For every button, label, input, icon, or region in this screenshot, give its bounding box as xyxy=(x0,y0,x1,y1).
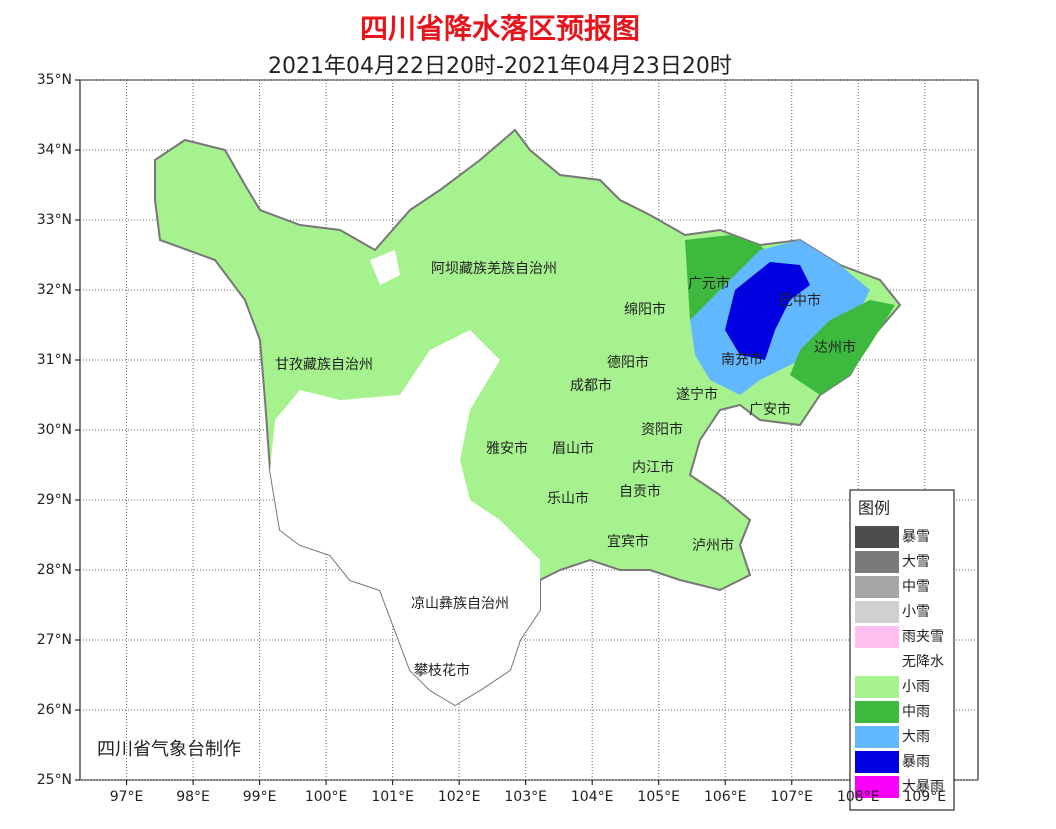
legend-swatch xyxy=(855,601,899,623)
lon-tick-label: 97°E xyxy=(110,789,144,805)
lon-tick-label: 107°E xyxy=(770,789,813,805)
lon-tick-label: 106°E xyxy=(704,789,747,805)
legend-swatch xyxy=(855,726,899,748)
legend-label: 暴雪 xyxy=(902,529,930,545)
lat-tick-label: 29°N xyxy=(37,492,72,508)
lon-tick-label: 98°E xyxy=(176,789,210,805)
legend-label: 小雨 xyxy=(902,679,930,695)
place-labels: 阿坝藏族羌族自治州 甘孜藏族自治州 广元市 巴中市 绵阳市 达州市 德阳市 南充… xyxy=(275,261,856,679)
place-label: 巴中市 xyxy=(779,292,821,309)
lat-tick-label: 30°N xyxy=(37,422,72,438)
legend-label: 中雪 xyxy=(902,579,930,595)
credit: 四川省气象台制作 xyxy=(97,739,241,760)
lat-tick-label: 33°N xyxy=(37,212,72,228)
legend-label: 大暴雨 xyxy=(902,779,944,795)
place-label: 南充市 xyxy=(721,351,763,368)
legend-swatch xyxy=(855,701,899,723)
place-label: 甘孜藏族自治州 xyxy=(275,357,373,373)
lon-tick-label: 100°E xyxy=(305,789,348,805)
place-label: 绵阳市 xyxy=(624,301,666,318)
subtitle: 2021年04月22日20时-2021年04月23日20时 xyxy=(268,54,732,79)
title: 四川省降水落区预报图 xyxy=(360,12,640,45)
place-label: 资阳市 xyxy=(641,421,683,438)
place-label: 攀枝花市 xyxy=(414,662,470,679)
lat-tick-label: 32°N xyxy=(37,282,72,298)
legend-label: 大雪 xyxy=(902,554,930,570)
lat-tick-label: 31°N xyxy=(37,352,72,368)
legend-label: 小雪 xyxy=(902,604,930,620)
legend-swatch xyxy=(855,651,899,673)
legend-label: 大雨 xyxy=(902,729,930,745)
legend-swatch xyxy=(855,551,899,573)
lon-tick-label: 103°E xyxy=(504,789,547,805)
place-label: 雅安市 xyxy=(486,440,528,457)
place-label: 宜宾市 xyxy=(607,533,649,550)
place-label: 自贡市 xyxy=(619,483,661,500)
lon-tick-label: 104°E xyxy=(571,789,614,805)
legend-label: 暴雨 xyxy=(902,754,930,770)
place-label: 内江市 xyxy=(632,459,674,476)
place-label: 广安市 xyxy=(749,401,791,418)
legend-label: 中雨 xyxy=(902,704,930,720)
legend-swatch xyxy=(855,751,899,773)
lon-tick-label: 101°E xyxy=(371,789,414,805)
moderate-rain-area-east xyxy=(790,300,895,395)
lat-tick-label: 28°N xyxy=(37,562,72,578)
place-label: 广元市 xyxy=(688,275,730,292)
lat-tick-label: 34°N xyxy=(37,142,72,158)
place-label: 凉山彝族自治州 xyxy=(411,596,509,612)
lat-tick-label: 27°N xyxy=(37,632,72,648)
legend-swatch xyxy=(855,576,899,598)
legend-title: 图例 xyxy=(858,499,890,518)
lon-tick-label: 99°E xyxy=(243,789,277,805)
lat-tick-label: 35°N xyxy=(37,72,72,88)
place-label: 成都市 xyxy=(570,377,612,394)
legend-label: 无降水 xyxy=(902,654,944,670)
lon-tick-label: 109°E xyxy=(903,789,946,805)
legend-swatch xyxy=(855,676,899,698)
legend-swatch xyxy=(855,626,899,648)
rainstorm-area xyxy=(725,262,810,360)
legend-swatch xyxy=(855,526,899,548)
regions xyxy=(154,128,902,707)
legend-label: 雨夹雪 xyxy=(902,629,944,645)
lat-tick-label: 25°N xyxy=(37,772,72,788)
place-label: 眉山市 xyxy=(552,440,594,457)
no-rain-patch xyxy=(370,250,400,285)
place-label: 遂宁市 xyxy=(676,386,718,403)
legend-swatch xyxy=(855,776,899,798)
place-label: 乐山市 xyxy=(547,490,589,507)
place-label: 阿坝藏族羌族自治州 xyxy=(431,261,557,277)
lon-tick-label: 105°E xyxy=(637,789,680,805)
place-label: 德阳市 xyxy=(607,354,649,371)
place-label: 泸州市 xyxy=(692,537,734,554)
place-label: 达州市 xyxy=(814,339,856,356)
lon-tick-label: 102°E xyxy=(438,789,481,805)
lon-tick-label: 108°E xyxy=(837,789,880,805)
no-rain-area xyxy=(270,330,540,705)
lat-tick-label: 26°N xyxy=(37,702,72,718)
